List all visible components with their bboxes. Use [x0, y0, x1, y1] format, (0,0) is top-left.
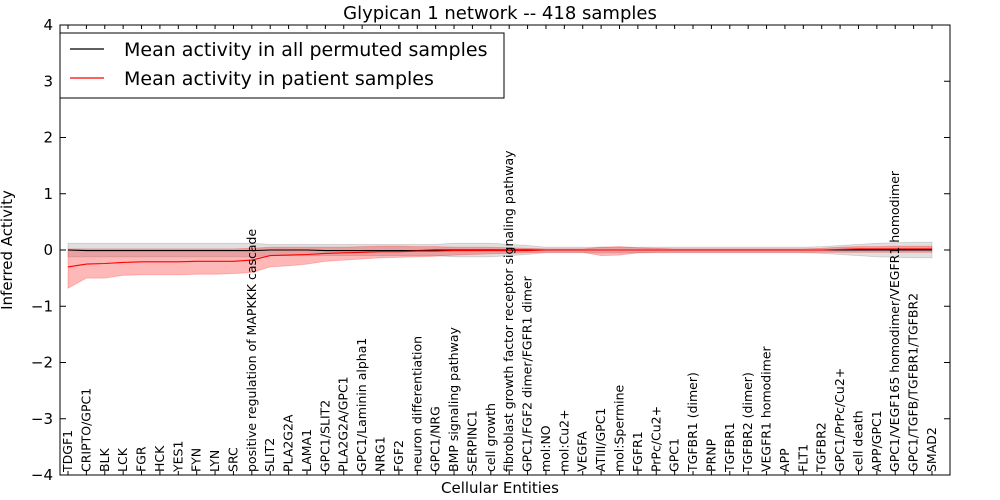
- category-label: HCK: [152, 445, 167, 472]
- y-axis-layer: 4 3 2 1 0 −1 −2 −3 −4: [31, 16, 950, 484]
- y-axis-title: Inferred Activity: [0, 190, 16, 310]
- patient-band-layer: [67, 245, 933, 289]
- category-label: mol:NO: [538, 425, 553, 472]
- category-label: SLIT2: [262, 438, 277, 472]
- category-label: TGFBR2: [814, 422, 829, 473]
- category-label: LCK: [115, 447, 130, 472]
- category-label: GPC1/SLIT2: [317, 400, 332, 472]
- category-label: GPC1/TGFB/TGFBR1/TGFBR2: [906, 293, 921, 472]
- legend-label-permuted: Mean activity in all permuted samples: [124, 39, 487, 61]
- y-tick-label: −3: [31, 410, 53, 428]
- category-label: LAMA1: [299, 429, 314, 472]
- y-tick-label: 1: [43, 185, 53, 203]
- y-tick-label: 3: [43, 72, 53, 90]
- category-label: PLA2G2A: [281, 414, 296, 472]
- y-tick-label: −2: [31, 354, 53, 372]
- category-label: TGFBR1 (dimer): [685, 372, 700, 473]
- category-label: SERPINC1: [464, 410, 479, 472]
- category-label: FYN: [189, 448, 204, 472]
- category-label: VEGFR1 homodimer: [759, 345, 774, 472]
- category-label: APP: [777, 448, 792, 472]
- category-label: CRIPTO/GPC1: [78, 388, 93, 472]
- x-axis-title: Cellular Entities: [441, 479, 559, 497]
- category-label: VEGFA: [575, 431, 590, 472]
- category-label: PLA2G2A/GPC1: [336, 376, 351, 472]
- category-label: LYN: [207, 450, 222, 472]
- legend: Mean activity in all permuted samples Me…: [59, 32, 505, 99]
- category-label: TDGF1: [60, 430, 75, 473]
- category-label: cell death: [851, 410, 866, 472]
- category-label: GPC1/PrPc/Cu2+: [832, 368, 847, 472]
- category-label: BLK: [97, 447, 112, 472]
- category-label: ATIII/GPC1: [593, 408, 608, 472]
- category-label: PRNP: [703, 438, 718, 472]
- category-label: GPC1/FGF2 dimer/FGFR1 dimer: [520, 275, 535, 472]
- y-tick-label: 4: [43, 16, 53, 34]
- y-tick-label: −4: [31, 466, 53, 484]
- patient-mean-line: [67, 248, 932, 268]
- category-label: SRC: [225, 447, 240, 472]
- category-label: APP/GPC1: [869, 410, 884, 472]
- patient-band: [67, 245, 933, 289]
- category-label: mol:Cu2+: [556, 409, 571, 472]
- patient-line-layer: [67, 248, 932, 268]
- category-label: SMAD2: [924, 427, 939, 472]
- category-label: FGR: [134, 446, 149, 472]
- category-label: GPC1: [667, 438, 682, 472]
- category-label: NRG1: [373, 436, 388, 472]
- y-tick-label: 2: [43, 129, 53, 147]
- chart-title: Glypican 1 network -- 418 samples: [343, 3, 657, 24]
- category-label: FGF2: [391, 440, 406, 472]
- category-label: mol:Spermine: [612, 384, 627, 472]
- category-label: TGFBR2 (dimer): [740, 372, 755, 473]
- category-label: positive regulation of MAPKKK cascade: [244, 229, 259, 472]
- category-label: TGFBR1: [722, 422, 737, 473]
- legend-box: [59, 32, 505, 99]
- category-label: GPC1/Laminin alpha1: [354, 338, 369, 472]
- category-label: fibroblast growth factor receptor signal…: [501, 150, 516, 472]
- x-axis-layer: [67, 25, 933, 475]
- category-label: FLT1: [795, 444, 810, 472]
- y-tick-label: −1: [31, 297, 53, 315]
- category-label: GPC1/NRG: [428, 406, 443, 472]
- legend-label-patient: Mean activity in patient samples: [124, 68, 434, 90]
- category-label: YES1: [170, 441, 185, 473]
- category-label: FGFR1: [630, 431, 645, 472]
- category-label: PrPc/Cu2+: [648, 406, 663, 472]
- category-labels-layer: TDGF1 CRIPTO/GPC1 BLK LCK FGR HCK YES1 FYN LYN SR…: [60, 150, 939, 473]
- y-tick-label: 0: [43, 241, 53, 259]
- category-label: neuron differentiation: [409, 336, 424, 472]
- category-label: BMP signaling pathway: [446, 327, 461, 472]
- category-label: GPC1/VEGF165 homodimer/VEGFR1 homodimer: [887, 170, 902, 472]
- category-label: cell growth: [483, 403, 498, 472]
